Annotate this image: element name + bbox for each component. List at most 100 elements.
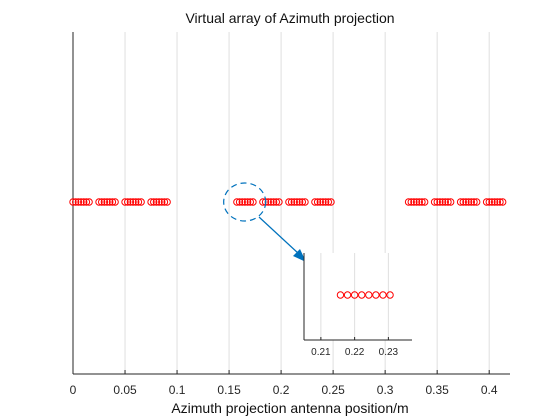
inset-point (350, 291, 359, 299)
highlight-ellipse (223, 182, 267, 222)
array-element-point (126, 198, 135, 206)
array-element-point (160, 198, 169, 206)
array-element-point (313, 198, 322, 206)
array-element-point (243, 198, 252, 206)
x-tick-label: 0.1 (169, 383, 186, 397)
inset-tick-labels: 0.21 0.22 0.23 (311, 347, 398, 358)
array-element-point (470, 198, 478, 206)
array-element-point (272, 198, 281, 206)
chart-title: Virtual array of Azimuth projection (185, 10, 394, 26)
x-tick-labels: 0 0.05 0.1 0.15 0.2 0.25 0.3 0.35 0.4 (70, 383, 498, 397)
x-axis-label: Azimuth projection antenna position/m (171, 400, 408, 416)
array-element-point (134, 198, 143, 206)
array-element-point (467, 198, 476, 206)
array-element-point (287, 198, 296, 206)
array-element-point (108, 198, 117, 206)
array-element-point (472, 198, 481, 206)
array-element-point (74, 198, 83, 206)
array-element-point (404, 198, 413, 206)
x-tick-label: 0.05 (113, 383, 137, 397)
array-element-point (482, 198, 491, 206)
array-element-point (488, 198, 496, 206)
array-element-point (233, 198, 241, 206)
array-element-point (311, 198, 319, 206)
array-element-point (235, 198, 244, 206)
array-element-point (433, 198, 441, 206)
array-element-point (69, 198, 77, 206)
array-element-point (163, 198, 171, 206)
array-element-point (498, 198, 507, 206)
inset-zoom-plot: 0.21 0.22 0.23 (303, 253, 412, 358)
array-element-point (152, 198, 161, 206)
x-tick-marks (72, 370, 490, 374)
zoom-highlight (223, 182, 306, 262)
array-element-point (238, 198, 246, 206)
array-element-point (316, 198, 324, 206)
array-element-point (293, 198, 301, 206)
array-element-point (459, 198, 467, 206)
array-element-point (301, 198, 309, 206)
array-element-point (155, 198, 163, 206)
array-element-point (264, 198, 272, 206)
array-element-point (285, 198, 293, 206)
array-element-point (418, 198, 426, 206)
array-element-point (80, 198, 88, 206)
array-element-point (319, 198, 327, 206)
array-element-point (324, 198, 333, 206)
array-element-point (132, 198, 140, 206)
array-element-point (129, 198, 137, 206)
array-element-point (415, 198, 423, 206)
array-element-point (446, 198, 455, 206)
x-tick-label: 0.4 (481, 383, 498, 397)
inset-point (358, 291, 366, 299)
array-element-point (430, 198, 439, 206)
inset-x-tick-label: 0.21 (311, 347, 331, 358)
array-element-markers (69, 198, 507, 206)
array-element-point (462, 198, 470, 206)
x-tick-label: 0.15 (217, 383, 241, 397)
x-tick-label: 0 (70, 383, 77, 397)
array-element-point (327, 198, 335, 206)
array-element-point (436, 198, 444, 206)
array-element-point (444, 198, 452, 206)
array-element-point (158, 198, 166, 206)
x-tick-label: 0.3 (377, 383, 394, 397)
array-element-point (137, 198, 145, 206)
inset-markers (336, 291, 394, 299)
array-element-point (249, 198, 257, 206)
array-element-point (97, 198, 106, 206)
inset-point (379, 291, 387, 299)
array-element-point (290, 198, 298, 206)
inset-point (386, 291, 394, 299)
array-element-point (420, 198, 429, 206)
inset-point (372, 291, 380, 299)
array-element-point (95, 198, 103, 206)
array-element-point (438, 198, 447, 206)
array-element-point (298, 198, 307, 206)
array-element-point (485, 198, 493, 206)
array-element-point (412, 198, 421, 206)
array-element-point (410, 198, 418, 206)
array-element-point (275, 198, 283, 206)
array-element-point (295, 198, 304, 206)
zoom-arrow (258, 216, 300, 255)
array-element-point (150, 198, 158, 206)
array-element-point (241, 198, 249, 206)
inset-tick-marks (320, 337, 389, 340)
x-gridlines (124, 32, 490, 374)
array-element-point (106, 198, 114, 206)
array-element-point (111, 198, 119, 206)
inset-gridlines (320, 253, 389, 340)
array-element-point (464, 198, 473, 206)
array-element-point (456, 198, 465, 206)
array-element-point (407, 198, 415, 206)
array-element-point (100, 198, 109, 206)
array-element-point (82, 198, 91, 206)
array-element-point (246, 198, 254, 206)
array-element-point (490, 198, 499, 206)
array-element-point (267, 198, 275, 206)
array-element-point (77, 198, 85, 206)
x-tick-label: 0.2 (273, 383, 290, 397)
inset-point (365, 291, 373, 299)
